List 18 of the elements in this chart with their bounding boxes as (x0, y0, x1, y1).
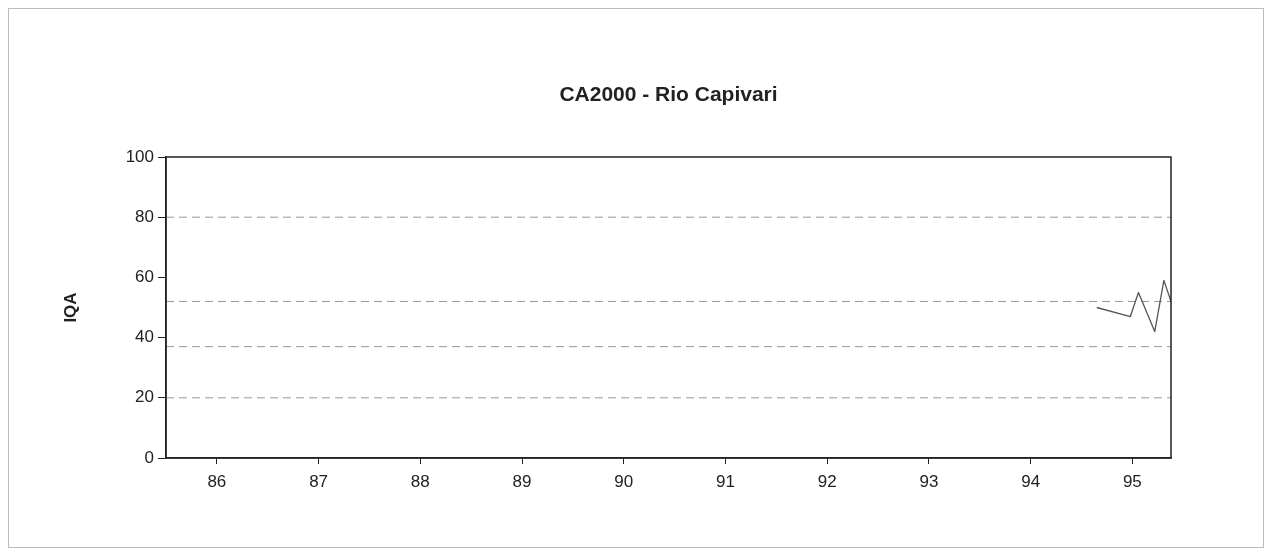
x-tick-label: 87 (309, 471, 329, 491)
x-tick-label: 86 (207, 471, 227, 491)
chart-title: CA2000 - Rio Capivari (559, 81, 778, 105)
x-tick-label: 93 (919, 471, 939, 491)
y-tick-label: 60 (135, 267, 154, 287)
x-tick-label: 95 (1122, 471, 1142, 491)
y-axis-title: IQA (60, 292, 80, 323)
x-tick-label: 94 (1021, 471, 1041, 491)
y-tick-label: 80 (135, 206, 154, 226)
y-tick-label: 0 (144, 447, 154, 467)
x-tick-label: 88 (410, 471, 430, 491)
y-tick-label: 100 (125, 146, 154, 166)
y-tick-label: 20 (135, 387, 154, 407)
x-tick-label: 92 (817, 471, 837, 491)
y-tick-label: 40 (135, 327, 154, 347)
x-tick-label: 91 (716, 471, 735, 491)
x-tick-label: 90 (614, 471, 634, 491)
x-tick-label: 89 (512, 471, 532, 491)
